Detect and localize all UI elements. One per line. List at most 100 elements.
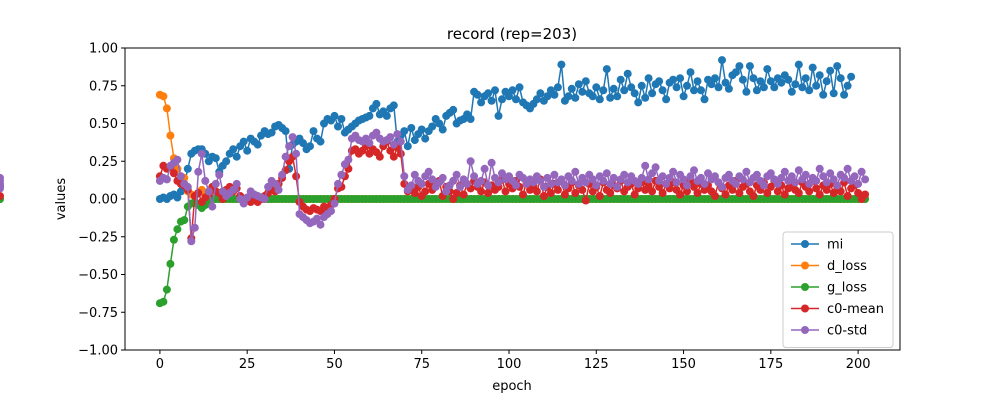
data-point-c0-std [731,179,740,188]
data-point-mi [829,89,838,98]
data-point-c0-std [337,170,346,179]
data-point-g_loss [173,225,182,234]
data-point-mi [428,122,437,131]
data-point-mi [309,127,318,136]
data-point-c0-mean [728,185,737,194]
data-point-c0-mean [477,187,486,196]
data-point-mi [711,74,719,83]
data-point-c0-std [602,169,611,178]
data-point-c0-std [697,173,705,182]
data-point-mi [721,78,730,87]
data-point-mi [777,78,786,87]
data-point-mi [532,95,541,104]
data-point-c0-std [550,170,559,179]
data-point-mi [836,74,845,83]
data-point-mi [801,74,810,83]
data-point-mi [232,152,241,161]
data-point-mi [662,95,671,104]
data-point-mi [487,96,496,105]
legend-label: g_loss [827,281,867,296]
data-point-c0-mean [459,190,468,199]
data-point-c0-std [498,169,506,178]
data-point-c0-std [365,139,374,148]
data-point-c0-std [400,172,409,181]
data-point-c0-std [264,182,273,191]
data-point-c0-mean [194,189,203,197]
data-point-c0-std [292,149,301,158]
data-point-mi [211,154,220,163]
data-point-c0-mean [763,189,772,197]
data-point-c0-std [840,173,849,182]
data-point-c0-std [536,176,545,185]
data-point-c0-std [738,175,747,184]
data-point-c0-std [484,181,493,190]
data-point-c0-std [560,181,569,190]
data-point-c0-std [260,195,269,203]
data-point-mi [745,62,754,71]
data-point-c0-mean [169,169,178,178]
data-point-mi [550,90,559,99]
data-point-mi [815,71,824,80]
x-tick-label: 125 [584,357,609,372]
y-tick-label: 0.25 [89,155,118,170]
data-point-c0-std [599,176,608,185]
data-point-c0-std [438,173,447,182]
data-point-c0-std [201,176,210,185]
data-point-c0-std [777,173,786,182]
data-point-c0-std [428,175,437,184]
data-point-c0-std [557,175,566,184]
data-point-mi [697,86,705,95]
data-point-mi [515,83,524,92]
data-point-c0-mean [410,189,419,197]
data-point-c0-mean [560,190,569,199]
data-point-c0-std [822,178,831,187]
data-point-mi [306,142,314,151]
legend-swatch-marker [801,283,809,291]
data-point-c0-std [819,172,828,181]
data-point-c0-std [197,149,206,158]
data-point-c0-std [463,179,472,188]
data-point-mi [714,83,723,92]
data-point-c0-std [662,179,671,188]
data-point-c0-std [623,178,632,187]
data-point-mi [655,77,664,86]
data-point-c0-std [334,179,342,188]
data-point-mi [466,115,475,123]
data-point-mi [766,77,775,86]
data-point-mi [735,62,744,71]
data-point-mi [630,89,639,98]
data-point-mi [700,95,709,104]
data-point-mi [536,89,545,98]
data-point-c0-mean [292,172,301,181]
data-point-c0-std [857,167,866,176]
data-point-d_loss [166,131,175,140]
data-point-c0-std [801,170,810,179]
data-point-mi [843,81,852,90]
data-point-mi [281,127,290,136]
data-point-c0-mean [773,187,782,196]
y-axis-label: values [54,178,69,221]
x-axis: 0 25 50 75 100 125 150 175 200 [156,350,871,372]
data-point-mi [669,75,678,84]
data-point-c0-mean [822,185,831,194]
data-point-c0-std [613,182,622,191]
x-tick-label: 75 [413,357,430,372]
data-point-mi [627,83,636,92]
y-axis: −1.00 −0.75 −0.50 −0.25 0.00 0.25 0.50 0.75 1.00 [78,42,125,359]
data-point-c0-std [686,172,695,181]
data-point-c0-std [407,181,416,190]
x-tick-label: 100 [497,357,522,372]
y-tick-label: 0.00 [89,193,118,208]
data-point-c0-mean [452,189,461,197]
data-point-mi [494,111,503,120]
data-point-mi [176,187,185,196]
data-point-c0-std [229,185,238,194]
data-point-c0-mean [843,192,852,200]
data-point-c0-mean [532,187,541,196]
data-point-c0-std [176,172,185,181]
data-point-c0-std [386,133,395,142]
data-point-mi [623,69,632,78]
data-point-c0-std [651,163,660,172]
data-point-c0-std [641,161,650,170]
data-point-c0-mean [812,184,821,193]
